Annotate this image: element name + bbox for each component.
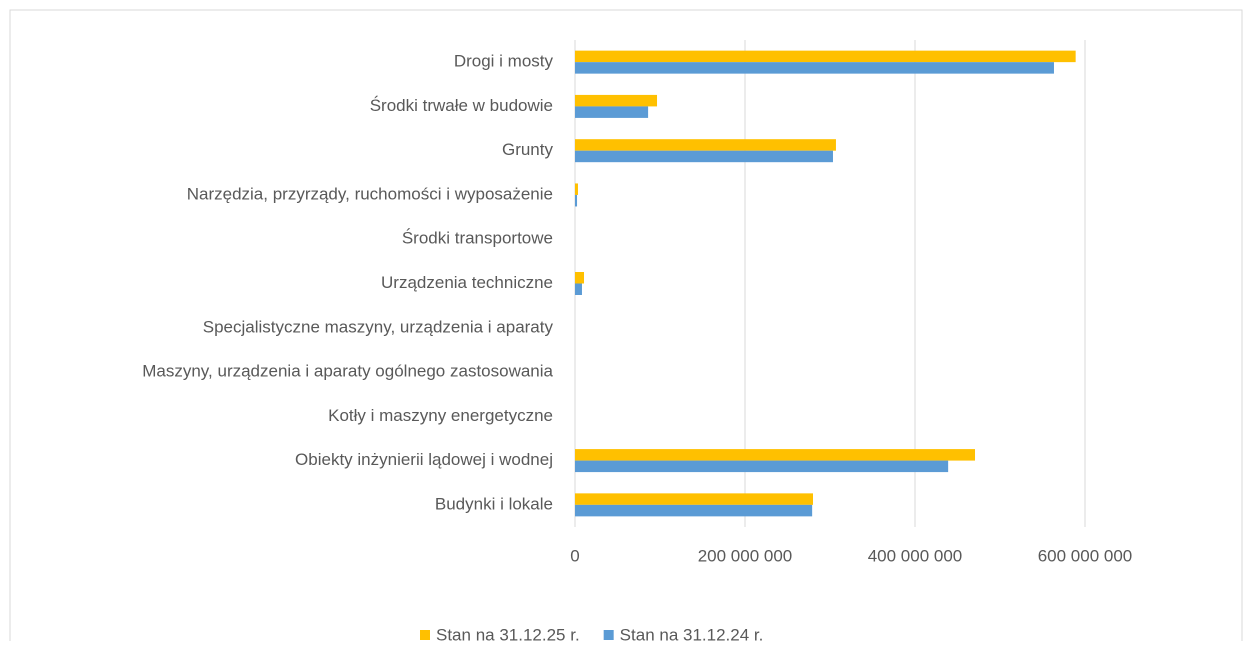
bar (575, 460, 949, 473)
bar (575, 106, 649, 118)
y-tick-label: Drogi i mosty (454, 52, 554, 71)
bar (575, 194, 578, 207)
bar (575, 504, 813, 517)
bar (575, 150, 833, 163)
x-tick-label: 400 000 000 (868, 546, 963, 565)
y-tick-label: Budynki i lokale (435, 494, 553, 513)
y-tick-label: Specjalistyczne maszyny, urządzenia i ap… (203, 317, 554, 336)
y-tick-label: Środki transportowe (402, 229, 553, 248)
y-tick-label: Kotły i maszyny energetyczne (328, 406, 553, 425)
bar (575, 62, 1054, 74)
bar (575, 94, 658, 107)
bar (575, 139, 836, 151)
bar (575, 50, 1076, 63)
y-tick-label: Grunty (502, 140, 554, 159)
y-tick-label: Urządzenia techniczne (381, 273, 553, 292)
x-tick-label: 200 000 000 (698, 546, 793, 565)
y-tick-label: Środki trwałe w budowie (370, 96, 553, 115)
legend-swatch (603, 630, 614, 640)
bar (575, 283, 582, 295)
bar (575, 493, 813, 505)
legend-label: Stan na 31.12.24 r. (620, 625, 764, 641)
y-tick-label: Maszyny, urządzenia i aparaty ogólnego z… (142, 362, 553, 381)
legend-swatch (420, 630, 430, 640)
bar (575, 183, 578, 195)
y-tick-label: Narzędzia, przyrządy, ruchomości i wypos… (187, 184, 553, 203)
bar (575, 449, 976, 461)
x-tick-label: 600 000 000 (1038, 546, 1133, 565)
bar (575, 272, 585, 284)
legend-label: Stan na 31.12.25 r. (436, 625, 580, 641)
y-tick-label: Obiekty inżynierii lądowej i wodnej (295, 450, 553, 469)
x-tick-label: 0 (570, 546, 579, 565)
